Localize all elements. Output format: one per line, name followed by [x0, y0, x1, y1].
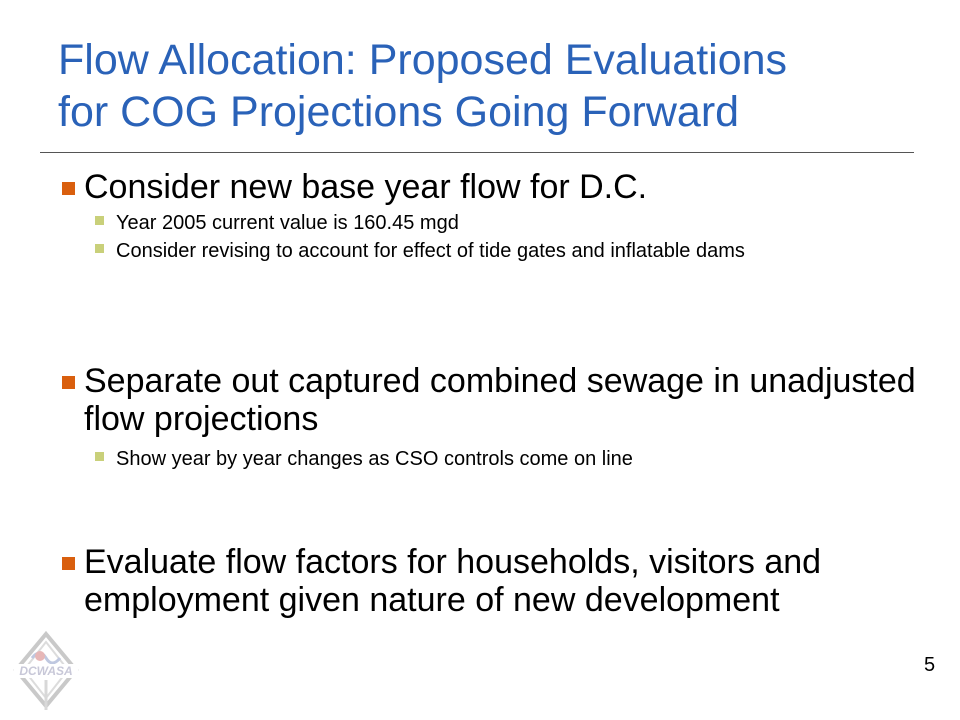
logo-text: DCWASA	[19, 664, 72, 678]
bullet-2: Separate out captured combined sewage in…	[62, 362, 922, 470]
sub-bullet-square-icon	[95, 216, 104, 225]
bullet-2-text: Separate out captured combined sewage in…	[84, 362, 916, 438]
bullet-1-text: Consider new base year flow for D.C.	[84, 168, 648, 206]
title-line-2: for COG Projections Going Forward	[58, 88, 740, 136]
bullet-3: Evaluate flow factors for households, vi…	[62, 543, 922, 619]
bullet-square-icon	[62, 182, 75, 195]
bullet-square-icon	[62, 557, 75, 570]
dcwasa-logo-graphic: DCWASA	[13, 630, 79, 710]
sub-bullet-square-icon	[95, 452, 104, 461]
bullet-2-sub-1: Show year by year changes as CSO control…	[116, 448, 633, 470]
bullet-1-sub-1: Year 2005 current value is 160.45 mgd	[116, 212, 459, 234]
title-divider	[40, 152, 914, 153]
bullet-1-sub-2: Consider revising to account for effect …	[116, 240, 745, 262]
title-line-1: Flow Allocation: Proposed Evaluations	[58, 36, 788, 84]
bullet-1: Consider new base year flow for D.C. Yea…	[62, 168, 922, 262]
bullet-square-icon	[62, 376, 75, 389]
page-number: 5	[924, 654, 936, 676]
sub-bullet-square-icon	[95, 244, 104, 253]
dcwasa-logo: DCWASA	[10, 630, 82, 712]
bullet-3-text: Evaluate flow factors for households, vi…	[84, 543, 822, 619]
slide-title: Flow Allocation: Proposed Evaluations fo…	[58, 34, 938, 138]
